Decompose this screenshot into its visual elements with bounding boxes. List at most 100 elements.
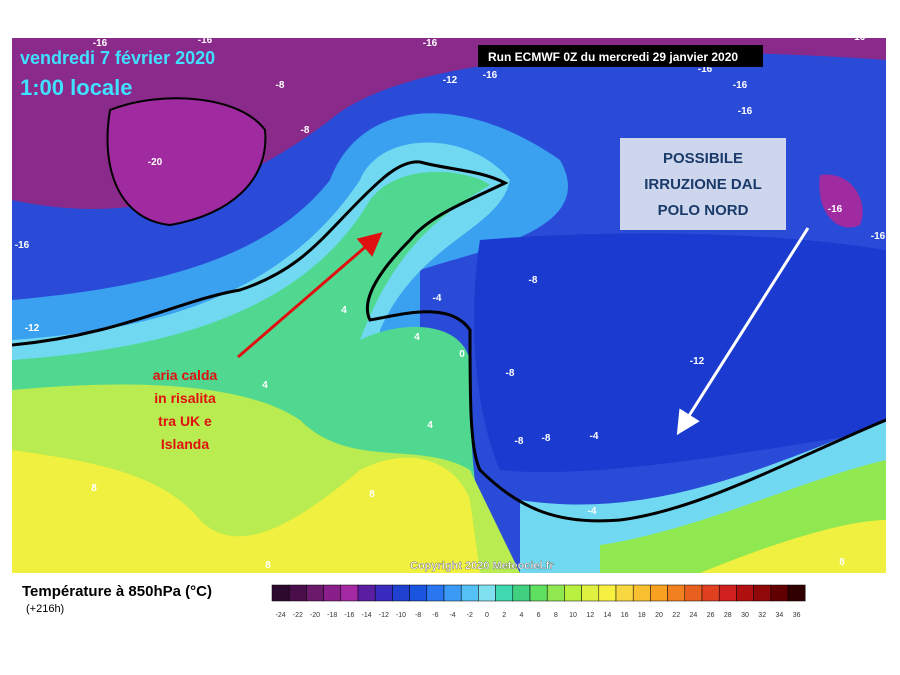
colorbar-tick-label: -18	[327, 612, 337, 619]
colorbar-tick-label: 32	[758, 612, 766, 619]
colorbar-tick-label: 24	[690, 612, 698, 619]
color-swatch	[701, 584, 720, 602]
contour-label: -16	[15, 240, 30, 251]
contour-label: 4	[341, 305, 347, 316]
color-swatch	[564, 584, 582, 602]
run-info: Run ECMWF 0Z du mercredi 29 janvier 2020	[488, 50, 738, 64]
date: vendredi 7 février 2020	[20, 48, 215, 68]
red-arrow	[237, 232, 383, 359]
contour-label: -8	[515, 436, 524, 447]
colorbar-tick-label: 14	[604, 612, 612, 619]
note-box	[620, 138, 786, 230]
contour-label: -8	[506, 368, 515, 379]
note-line: POSSIBILE	[663, 150, 743, 167]
color-swatch	[615, 584, 634, 602]
colorbar-tick-label: 12	[586, 612, 594, 619]
note-line: Islanda	[161, 436, 209, 452]
color-swatch	[460, 584, 479, 602]
contour-label: -12	[25, 323, 40, 334]
colorbar-tick-label: 8	[554, 612, 558, 619]
colorbar-tick-label: -16	[344, 612, 354, 619]
contour-label: -16	[483, 70, 498, 81]
lead-time: (+216h)	[26, 603, 64, 615]
contour-label: -8	[529, 275, 538, 286]
colorbar-tick-label: 4	[519, 612, 523, 619]
colorbar-tick-label: 30	[741, 612, 749, 619]
contour-label: 8	[91, 483, 97, 494]
colorbar-tick-label: 20	[655, 612, 663, 619]
colorbar-tick-label: -10	[396, 612, 406, 619]
color-swatch	[581, 584, 600, 602]
colorbar-tick-label: -24	[276, 612, 286, 619]
run-banner	[478, 45, 763, 67]
note-line: in risalita	[154, 390, 216, 406]
time: 1:00 locale	[20, 75, 133, 100]
contour-label: -8	[301, 125, 310, 136]
color-swatch	[667, 584, 686, 602]
colorbar-tick-label: 10	[569, 612, 577, 619]
color-swatch	[374, 584, 393, 602]
color-swatch	[684, 584, 703, 602]
contour-label: 0	[459, 349, 465, 360]
contour-label: -16	[698, 64, 713, 75]
color-swatch	[306, 584, 324, 602]
color-swatch	[512, 584, 531, 602]
contour-label: -16	[733, 80, 748, 91]
colorbar-tick-label: -22	[293, 612, 303, 619]
note-line: tra UK e	[158, 413, 212, 429]
white-arrow	[676, 227, 810, 436]
colorbar-tick-label: -12	[379, 612, 389, 619]
map	[12, 38, 886, 573]
color-swatch	[650, 584, 668, 602]
contour-label: -12	[690, 356, 705, 367]
contour-label: -16	[198, 35, 213, 46]
contour-label: -4	[433, 293, 442, 304]
colorbar-tick-label: 6	[537, 612, 541, 619]
contour-label: 4	[427, 420, 433, 431]
colorbar-tick-label: 16	[621, 612, 629, 619]
colorbar-tick-label: -6	[432, 612, 438, 619]
color-swatch	[271, 584, 290, 602]
color-swatch	[426, 584, 445, 602]
color-swatch	[357, 584, 376, 602]
color-swatch	[392, 584, 410, 602]
colorbar-tick-label: 22	[672, 612, 680, 619]
color-swatch	[529, 584, 548, 602]
contour-label: -8	[276, 80, 285, 91]
contour-label: -16	[851, 32, 866, 43]
color-swatch	[288, 584, 307, 602]
contour-label: 4	[414, 332, 420, 343]
colorbar-tick-label: -8	[415, 612, 421, 619]
color-swatch	[736, 584, 754, 602]
color-swatch	[340, 584, 359, 602]
contour-labels: -16 -16 -16 -16 -12 -16 -16 -16 -16 -8 -8 -20 -16 -16…	[15, 32, 886, 571]
color-swatch	[787, 584, 806, 602]
contour-label: 4	[262, 380, 268, 391]
contour-label: -16	[828, 204, 843, 215]
colorbar-tick-label: 36	[793, 612, 801, 619]
contour-label: -16	[93, 38, 108, 49]
color-swatch	[632, 584, 651, 602]
contour-label: -20	[148, 157, 163, 168]
colorbar-tick-label: 28	[724, 612, 732, 619]
colorbar-tick-label: 26	[707, 612, 715, 619]
colorbar-tick-label: -2	[467, 612, 473, 619]
color-swatch	[478, 584, 496, 602]
north-note: POSSIBILE IRRUZIONE DAL POLO NORD	[644, 150, 762, 219]
colorbar-tick-label: 18	[638, 612, 646, 619]
contour-label: 8	[839, 557, 845, 568]
colorbar-tick-label: 2	[502, 612, 506, 619]
colorbar-tick-label: 0	[485, 612, 489, 619]
contour-label: -16	[871, 231, 886, 242]
colorbar-tick-label: 34	[776, 612, 784, 619]
note-line: aria calda	[153, 367, 218, 383]
color-swatch	[753, 584, 772, 602]
legend-title: Température à 850hPa (°C)	[22, 583, 212, 600]
note-line: IRRUZIONE DAL	[644, 176, 762, 193]
contour-label: -16	[738, 106, 753, 117]
note-line: POLO NORD	[658, 202, 749, 219]
color-swatch	[598, 584, 617, 602]
colorbar-tick-label: -4	[449, 612, 455, 619]
copyright: Copyright 2020 Meteociel.fr	[410, 560, 554, 572]
color-swatch	[546, 584, 565, 602]
